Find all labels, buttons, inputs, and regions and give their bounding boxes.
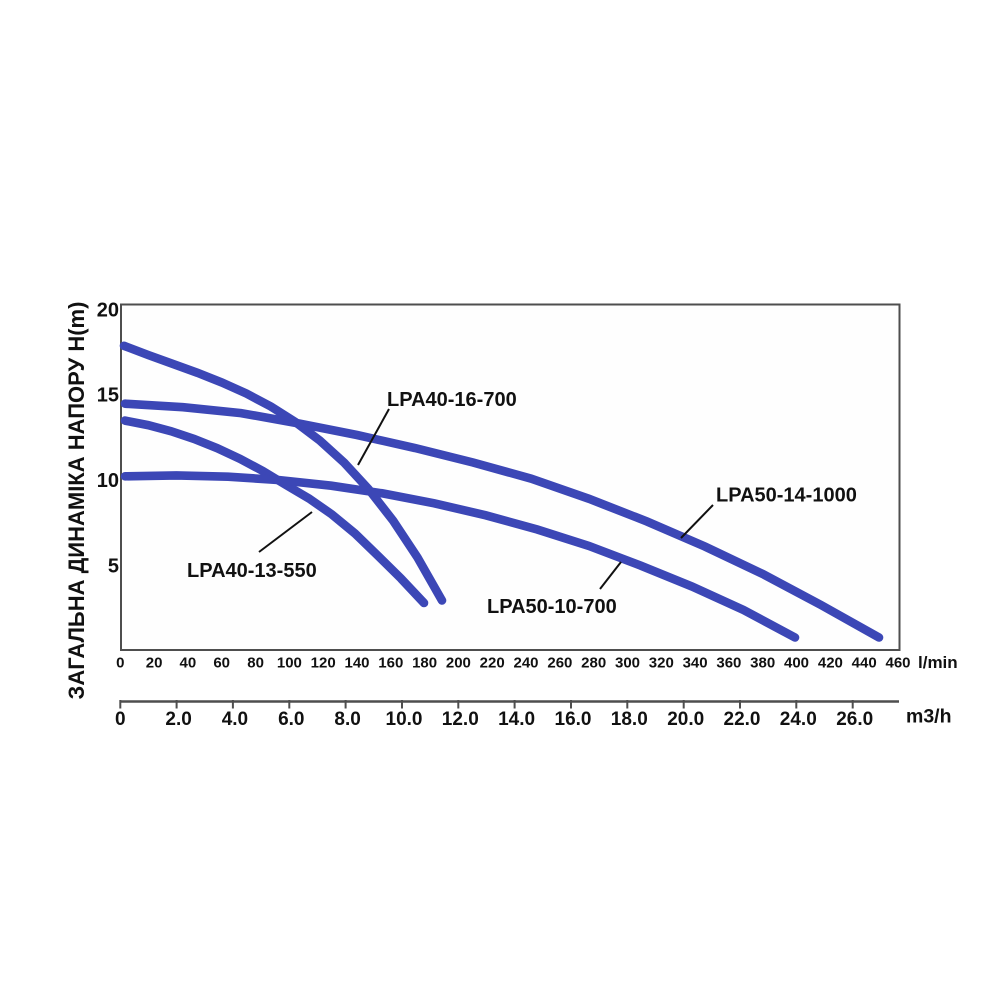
svg-text:160: 160 (378, 655, 403, 672)
svg-text:300: 300 (615, 655, 640, 672)
svg-text:14.0: 14.0 (498, 709, 535, 730)
svg-text:LPA50-10-700: LPA50-10-700 (487, 596, 617, 618)
svg-text:24.0: 24.0 (780, 709, 817, 730)
svg-text:12.0: 12.0 (442, 709, 479, 730)
svg-text:16.0: 16.0 (555, 709, 592, 730)
svg-text:l/min: l/min (918, 653, 958, 672)
svg-text:m3/h: m3/h (906, 706, 952, 728)
svg-text:100: 100 (277, 655, 302, 672)
svg-text:440: 440 (852, 655, 877, 672)
svg-text:LPA40-16-700: LPA40-16-700 (387, 389, 517, 411)
svg-text:0: 0 (115, 709, 126, 730)
svg-text:220: 220 (480, 655, 505, 672)
svg-text:LPA40-13-550: LPA40-13-550 (187, 560, 317, 582)
svg-text:40: 40 (180, 655, 197, 672)
svg-text:6.0: 6.0 (278, 709, 304, 730)
svg-text:0: 0 (116, 655, 124, 672)
svg-text:4.0: 4.0 (222, 709, 248, 730)
svg-text:260: 260 (547, 655, 572, 672)
svg-text:5: 5 (108, 556, 119, 578)
svg-text:80: 80 (247, 655, 264, 672)
svg-text:280: 280 (581, 655, 606, 672)
svg-text:8.0: 8.0 (334, 709, 360, 730)
svg-text:2.0: 2.0 (165, 709, 191, 730)
svg-text:22.0: 22.0 (724, 709, 761, 730)
svg-text:120: 120 (311, 655, 336, 672)
svg-text:10.0: 10.0 (386, 709, 423, 730)
svg-text:LPA50-14-1000: LPA50-14-1000 (716, 485, 857, 507)
svg-text:18.0: 18.0 (611, 709, 648, 730)
svg-text:360: 360 (716, 655, 741, 672)
svg-text:20: 20 (146, 655, 163, 672)
svg-text:400: 400 (784, 655, 809, 672)
svg-text:20.0: 20.0 (667, 709, 704, 730)
svg-text:10: 10 (97, 470, 119, 492)
svg-text:380: 380 (750, 655, 775, 672)
svg-text:200: 200 (446, 655, 471, 672)
svg-text:140: 140 (344, 655, 369, 672)
svg-text:180: 180 (412, 655, 437, 672)
svg-text:240: 240 (513, 655, 538, 672)
svg-text:420: 420 (818, 655, 843, 672)
svg-text:20: 20 (97, 300, 119, 322)
svg-text:60: 60 (213, 655, 230, 672)
svg-text:ЗАГАЛЬНА ДИНАМІКА НАПОРУ H(m): ЗАГАЛЬНА ДИНАМІКА НАПОРУ H(m) (64, 302, 89, 700)
svg-text:320: 320 (649, 655, 674, 672)
svg-text:340: 340 (683, 655, 708, 672)
svg-text:15: 15 (97, 385, 119, 407)
svg-text:460: 460 (885, 655, 910, 672)
svg-text:26.0: 26.0 (836, 709, 873, 730)
